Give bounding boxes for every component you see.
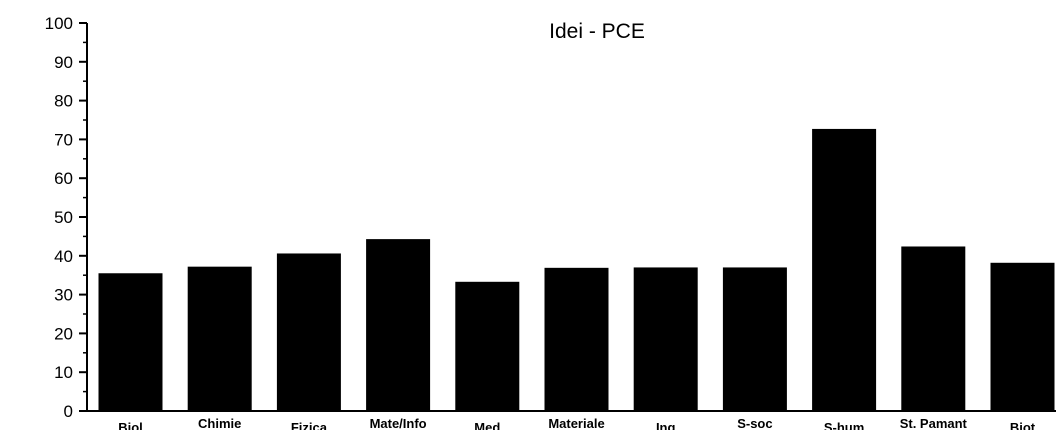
bar <box>187 266 252 411</box>
x-tick-label: S-soc <box>737 416 772 430</box>
bar <box>990 262 1055 411</box>
bar <box>544 267 609 411</box>
y-tick-label: 10 <box>54 363 73 382</box>
x-tick-label: Fizica <box>291 420 328 430</box>
x-tick-label: Materiale <box>548 416 604 430</box>
y-tick-label: 90 <box>54 53 73 72</box>
chart-title: Idei - PCE <box>549 20 645 43</box>
bar <box>633 267 698 411</box>
y-tick-label: 40 <box>54 247 73 266</box>
x-tick-label: Biol <box>118 420 143 430</box>
y-tick-label: 80 <box>54 92 73 111</box>
bar <box>812 128 877 411</box>
bar <box>276 253 341 411</box>
x-tick-label: Mate/Info <box>370 416 427 430</box>
y-tick-label: 70 <box>54 130 73 149</box>
x-tick-label: Med <box>474 420 500 430</box>
x-axis-labels: Biol Chimie Fizica Mate/Info Med Materiale Ing… <box>118 416 1036 430</box>
y-tick-label: 30 <box>54 286 73 305</box>
y-axis-ticks: 0 10 20 30 40 50 60 70 80 90 100 <box>45 14 87 421</box>
bar <box>366 239 431 411</box>
x-tick-label: Biot <box>1010 420 1036 430</box>
bar <box>98 273 163 411</box>
x-tick-label: Ing <box>656 420 676 430</box>
x-tick-label: St. Pamant <box>900 416 968 430</box>
y-tick-label: 0 <box>64 402 73 421</box>
bar <box>722 267 787 411</box>
bars <box>98 128 1055 411</box>
bar <box>901 246 966 411</box>
y-tick-label: 60 <box>54 169 73 188</box>
y-tick-label: 100 <box>45 14 73 33</box>
y-tick-label: 20 <box>54 324 73 343</box>
x-tick-label: S-hum <box>824 420 864 430</box>
x-tick-label: Chimie <box>198 416 241 430</box>
y-tick-label: 50 <box>54 208 73 227</box>
bar <box>455 281 520 411</box>
